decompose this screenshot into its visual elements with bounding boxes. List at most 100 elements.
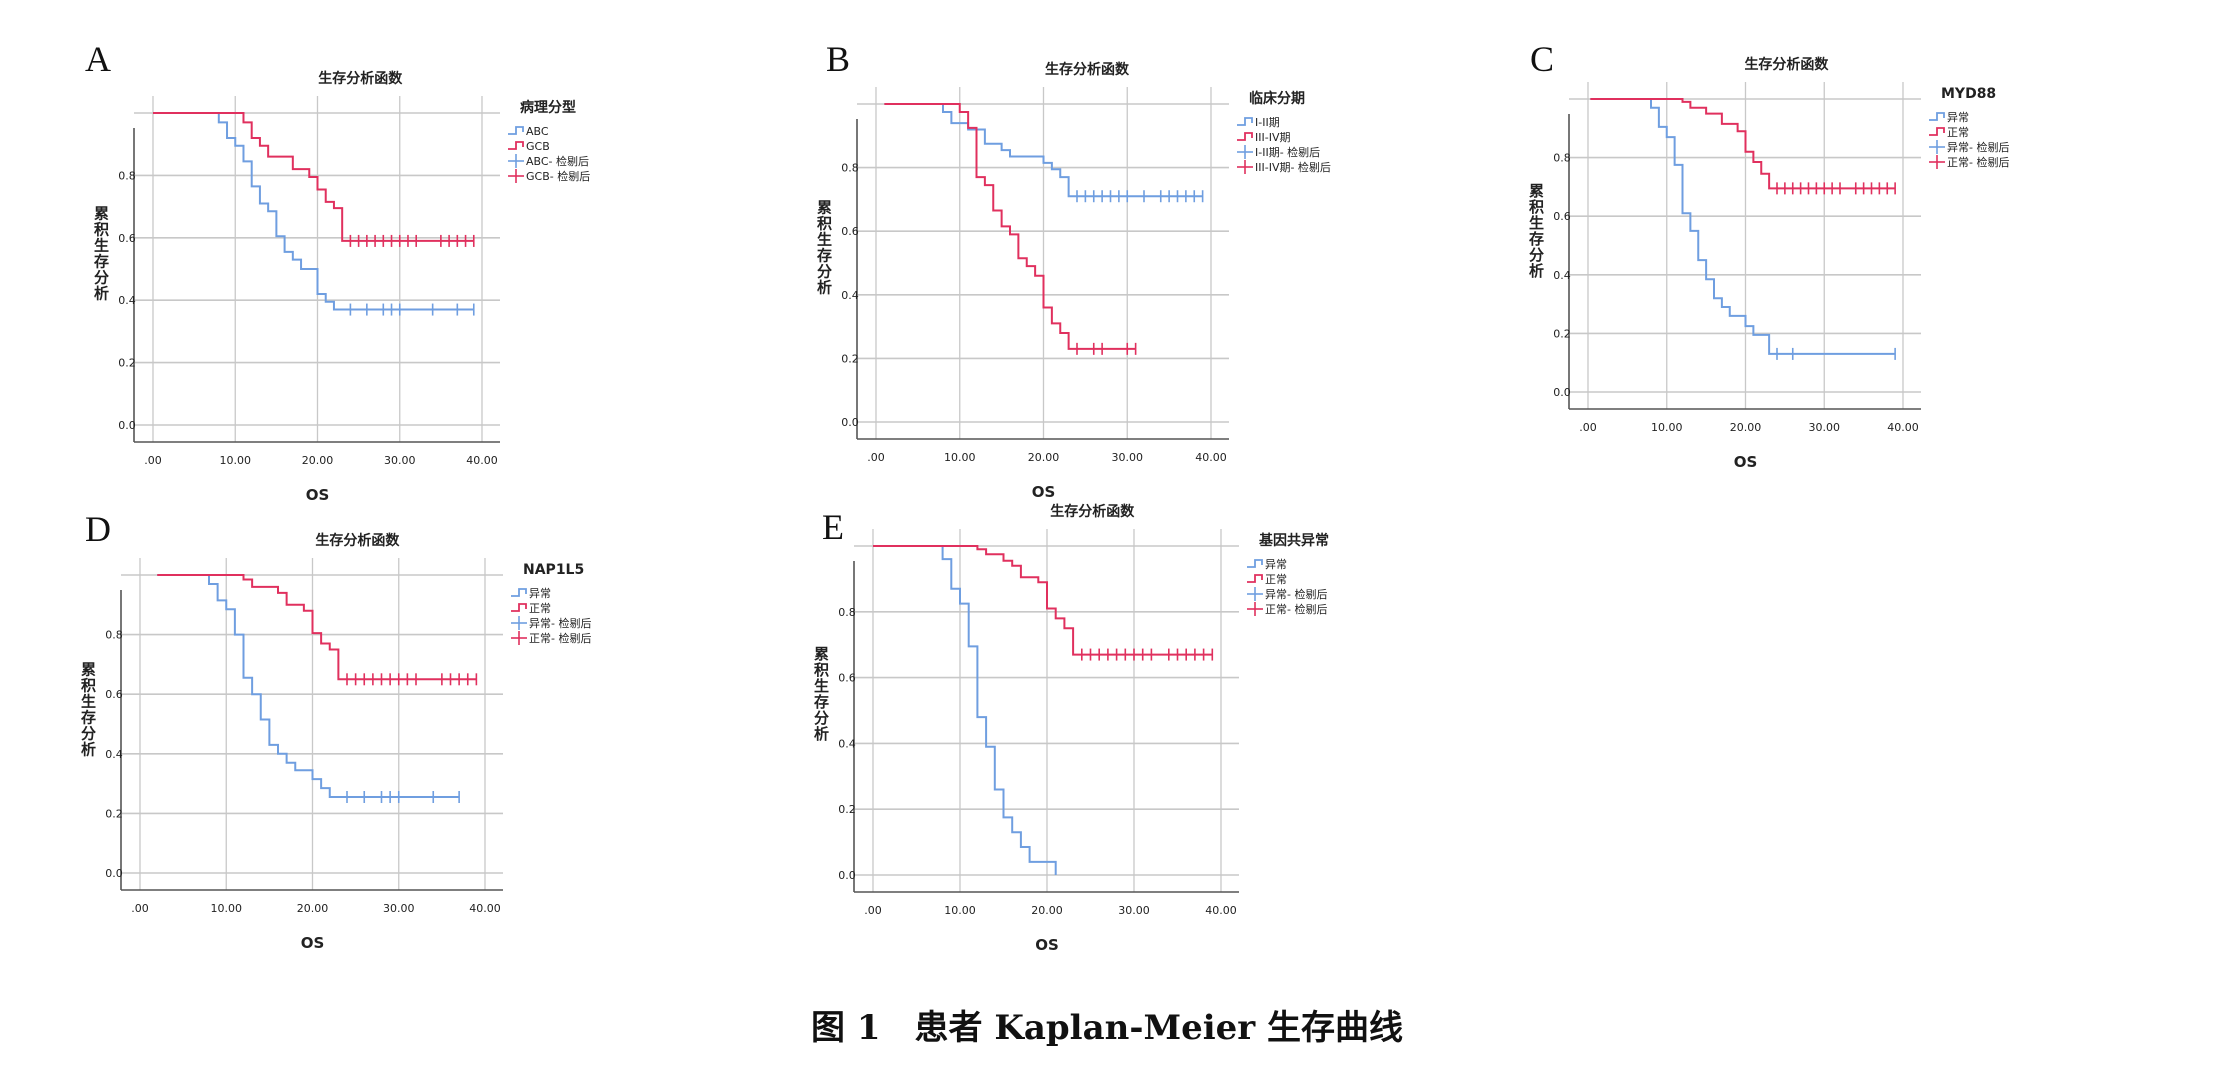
km-chart: .00 10.00 20.00 30.00 40.00 0.0 0.2 0.4 0.6 0.8 生存… (812, 503, 1329, 954)
x-tick-label: .00 (1579, 421, 1597, 434)
survival-curve (873, 545, 1213, 656)
x-tick-label: 30.00 (1118, 904, 1150, 917)
y-tick-label: 0.2 (1553, 327, 1571, 340)
x-axis-label: OS (1734, 453, 1758, 471)
x-tick-label: 10.00 (944, 451, 976, 464)
legend-step-icon (508, 126, 524, 135)
y-tick-label: 0.2 (838, 803, 856, 816)
km-panel-d: .00 10.00 20.00 30.00 40.00 0.0 0.2 0.4 0.6 0.8 生存… (67, 502, 787, 972)
legend-item-label: I-II期 (1255, 116, 1280, 129)
y-tick-label: 0.8 (105, 629, 123, 642)
y-tick-label: 0.4 (1553, 269, 1571, 282)
legend-item-label: 异常- 检剔后 (529, 616, 591, 630)
km-chart: .00 10.00 20.00 30.00 40.00 0.0 0.2 0.4 0.6 0.8 生存… (92, 70, 590, 504)
x-tick-label: .00 (867, 451, 885, 464)
x-tick-label: 10.00 (1651, 421, 1683, 434)
chart-title: 生存分析函数 (315, 532, 400, 549)
x-axis-label: OS (1032, 483, 1056, 501)
legend-title: MYD88 (1941, 86, 1996, 102)
y-tick-label: 0.2 (118, 357, 136, 370)
legend-item-label: 异常- 检剔后 (1947, 140, 2009, 154)
survival-curve (157, 574, 460, 799)
legend-step-icon (1237, 117, 1253, 126)
km-chart: .00 10.00 20.00 30.00 40.00 0.0 0.2 0.4 0.6 0.8 生存… (79, 532, 591, 952)
legend-step-icon (1247, 559, 1263, 568)
legend-item-label: I-II期- 检剔后 (1255, 145, 1320, 159)
y-tick-label: 0.6 (841, 225, 859, 238)
legend-item-label: 正常 (529, 602, 551, 615)
survival-curve (1590, 98, 1896, 355)
y-tick-label: 0.8 (118, 169, 136, 182)
legend-item-label: 异常 (1265, 558, 1287, 571)
y-tick-label: 0.2 (841, 352, 859, 365)
legend-item-label: III-IV期 (1255, 131, 1290, 144)
y-tick-label: 0.0 (105, 867, 123, 880)
x-tick-label: 10.00 (944, 904, 976, 917)
x-tick-label: 30.00 (384, 454, 416, 467)
legend-item-label: 异常 (1947, 111, 1969, 124)
x-tick-label: 10.00 (220, 454, 252, 467)
legend-item-label: 正常- 检剔后 (1947, 155, 2009, 169)
survival-curve (884, 103, 1203, 198)
y-tick-label: 0.8 (838, 606, 856, 619)
legend-step-icon (1929, 127, 1945, 136)
panel-letter: D (85, 509, 111, 549)
legend-step-icon (1237, 132, 1253, 141)
y-axis-label: 累积生存分析 (79, 661, 97, 757)
x-axis-label: OS (301, 934, 325, 952)
legend-item-label: GCB (526, 140, 550, 153)
y-tick-label: 0.8 (1553, 152, 1571, 165)
legend-item-label: ABC- 检剔后 (526, 154, 589, 168)
legend-title: 基因共异常 (1259, 532, 1329, 549)
survival-curve (153, 112, 474, 311)
km-panel-a: .00 10.00 20.00 30.00 40.00 0.0 0.2 0.4 0.6 0.8 生存… (80, 40, 800, 510)
x-tick-label: 40.00 (469, 902, 501, 915)
y-tick-label: 0.4 (838, 737, 856, 750)
legend-item-label: 正常 (1265, 573, 1287, 586)
x-tick-label: .00 (144, 454, 162, 467)
x-tick-label: 30.00 (1112, 451, 1144, 464)
chart-title: 生存分析函数 (318, 70, 403, 87)
x-tick-label: 30.00 (1809, 421, 1841, 434)
x-tick-label: 40.00 (1887, 421, 1919, 434)
legend-title: 临床分期 (1249, 90, 1305, 107)
figure-caption: 图 1 患者 Kaplan-Meier 生存曲线 (810, 1008, 1404, 1048)
legend-item-label: 正常- 检剔后 (1265, 602, 1327, 616)
y-tick-label: 0.4 (105, 748, 123, 761)
x-tick-label: .00 (864, 904, 882, 917)
chart-title: 生存分析函数 (1744, 56, 1829, 73)
km-chart: .00 10.00 20.00 30.00 40.00 0.0 0.2 0.4 0.6 0.8 生存… (1527, 56, 2009, 471)
x-tick-label: 20.00 (297, 902, 329, 915)
legend-item-label: III-IV期- 检剔后 (1255, 160, 1331, 174)
km-panel-c: .00 10.00 20.00 30.00 40.00 0.0 0.2 0.4 0.6 0.8 生存… (1515, 26, 2214, 496)
y-tick-label: 0.2 (105, 807, 123, 820)
x-axis-label: OS (1035, 936, 1059, 954)
y-tick-label: 0.6 (105, 688, 123, 701)
km-panel-e: .00 10.00 20.00 30.00 40.00 0.0 0.2 0.4 0.6 0.8 生存… (800, 473, 1520, 954)
legend-step-icon (1929, 112, 1945, 121)
legend-item-label: GCB- 检剔后 (526, 169, 590, 183)
chart-title: 生存分析函数 (1050, 503, 1135, 520)
x-tick-label: 10.00 (211, 902, 243, 915)
y-axis-label: 累积生存分析 (815, 199, 833, 295)
x-tick-label: .00 (131, 902, 149, 915)
y-axis-label: 累积生存分析 (92, 205, 110, 301)
x-axis-label: OS (306, 486, 330, 504)
x-tick-label: 20.00 (1031, 904, 1063, 917)
x-tick-label: 20.00 (1730, 421, 1762, 434)
legend-item-label: 异常- 检剔后 (1265, 587, 1327, 601)
x-tick-label: 40.00 (1195, 451, 1227, 464)
legend-step-icon (511, 603, 527, 612)
x-tick-label: 40.00 (466, 454, 498, 467)
y-tick-label: 0.0 (838, 869, 856, 882)
y-tick-label: 0.0 (118, 419, 136, 432)
chart-title: 生存分析函数 (1045, 61, 1130, 78)
legend-step-icon (508, 141, 524, 150)
x-tick-label: 20.00 (302, 454, 334, 467)
legend-item-label: 异常 (529, 587, 551, 600)
y-tick-label: 0.0 (841, 416, 859, 429)
y-tick-label: 0.0 (1553, 386, 1571, 399)
km-chart: .00 10.00 20.00 30.00 40.00 0.0 0.2 0.4 0.6 0.8 生存… (815, 61, 1331, 501)
legend-item-label: ABC (526, 125, 549, 138)
y-tick-label: 0.6 (1553, 210, 1571, 223)
